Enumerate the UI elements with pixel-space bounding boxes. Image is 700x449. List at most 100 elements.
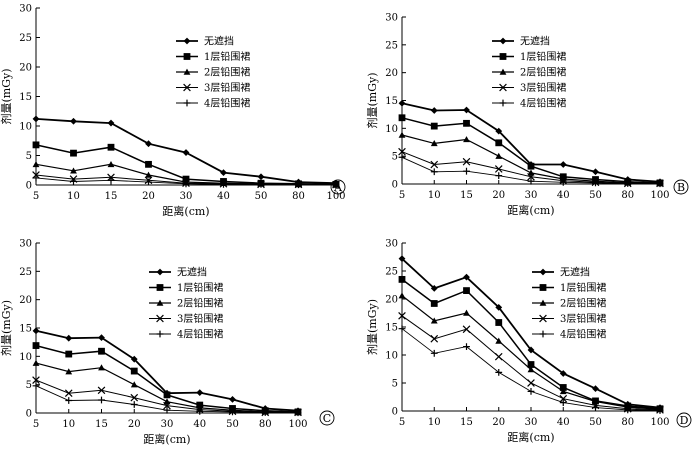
data-point-series-5 — [495, 368, 503, 376]
y-tick-label: 30 — [385, 239, 398, 250]
data-point-series-5 — [624, 406, 632, 414]
x-tick-label: 5 — [33, 419, 39, 430]
legend-label: 2层铅围裙 — [204, 66, 250, 79]
data-point-series-1 — [463, 106, 470, 114]
data-point-series-1 — [398, 255, 406, 263]
legend-marker — [539, 299, 547, 306]
data-point-series-5 — [261, 409, 269, 416]
legend-label: 3层铅围裙 — [560, 312, 606, 325]
x-tick-label: 20 — [492, 190, 505, 201]
legend-marker — [183, 99, 191, 107]
data-point-series-2 — [107, 143, 115, 151]
data-point-series-5 — [430, 349, 438, 357]
data-point-series-2 — [98, 347, 105, 355]
data-point-series-2 — [527, 361, 535, 368]
y-tick-label: 30 — [385, 13, 398, 24]
data-point-series-3 — [592, 398, 599, 405]
y-tick-label: 20 — [385, 68, 398, 79]
legend-marker — [156, 314, 164, 323]
y-tick-label: 10 — [385, 124, 398, 135]
y-axis-title: 剂量(mGy) — [365, 299, 379, 355]
data-point-series-1 — [65, 334, 73, 342]
data-point-series-4 — [430, 334, 439, 343]
data-point-series-5 — [145, 178, 152, 186]
panel-label: D — [680, 414, 689, 427]
data-point-series-5 — [559, 399, 567, 406]
legend-marker — [539, 284, 547, 291]
legend-label: 无遮挡 — [204, 35, 234, 48]
y-tick-label: 25 — [19, 267, 32, 278]
legend-label: 2层铅围裙 — [560, 297, 606, 310]
x-tick-label: 5 — [33, 191, 39, 202]
series-line-1 — [401, 258, 661, 409]
data-point-series-3 — [527, 366, 535, 373]
data-point-series-3 — [65, 368, 73, 375]
legend-marker — [183, 68, 191, 75]
data-point-series-1 — [463, 273, 470, 281]
y-tick-label: 30 — [19, 4, 32, 15]
x-tick-label: 15 — [460, 190, 473, 201]
x-axis-title: 距离(cm) — [162, 204, 209, 218]
data-point-series-5 — [130, 401, 138, 408]
x-tick-label: 50 — [589, 190, 602, 201]
data-point-series-2 — [163, 391, 171, 399]
data-point-series-5 — [430, 168, 438, 176]
x-axis-title: 距离(cm) — [143, 432, 190, 446]
data-point-series-3 — [107, 160, 115, 168]
panel-label-circle — [676, 412, 692, 428]
x-tick-label: 50 — [226, 419, 239, 430]
y-tick-label: 15 — [19, 324, 32, 335]
data-point-series-5 — [294, 409, 302, 417]
panel-label: B — [677, 181, 685, 194]
x-tick-label: 15 — [460, 417, 473, 428]
data-point-series-4 — [494, 352, 503, 361]
data-point-series-3 — [430, 139, 438, 147]
legend-marker — [156, 268, 164, 276]
data-point-series-3 — [32, 160, 40, 168]
legend-marker — [539, 330, 547, 338]
data-point-series-5 — [65, 397, 73, 404]
x-tick-label: 30 — [525, 417, 538, 428]
data-point-series-5 — [163, 406, 171, 414]
data-point-series-1 — [145, 140, 152, 148]
data-point-series-3 — [98, 364, 105, 371]
x-tick-label: 100 — [288, 419, 307, 430]
y-axis-title: 剂量(mGy) — [0, 68, 13, 124]
data-point-series-4 — [130, 393, 139, 402]
x-tick-label: 30 — [161, 419, 174, 430]
data-point-series-3 — [398, 292, 406, 299]
data-point-series-2 — [430, 300, 438, 307]
data-point-series-5 — [257, 181, 265, 188]
panel-label-circle — [319, 410, 335, 426]
data-point-series-2 — [70, 149, 77, 157]
data-point-series-1 — [495, 127, 503, 135]
y-tick-label: 5 — [26, 380, 32, 391]
legend-label: 1层铅围裙 — [204, 50, 250, 63]
legend-label: 4层铅围裙 — [204, 97, 250, 110]
data-point-series-3 — [495, 152, 503, 159]
data-point-series-3 — [163, 398, 171, 405]
legend-label: 无遮挡 — [560, 266, 590, 279]
data-point-series-5 — [656, 180, 664, 188]
data-point-series-5 — [559, 178, 567, 186]
data-point-series-5 — [495, 172, 503, 180]
y-tick-label: 0 — [26, 181, 32, 192]
legend-label: 1层铅围裙 — [560, 281, 606, 294]
x-tick-label: 40 — [557, 417, 570, 428]
data-point-series-3 — [463, 309, 470, 316]
y-tick-label: 20 — [385, 295, 398, 306]
data-point-series-2 — [65, 350, 73, 358]
data-point-series-3 — [495, 337, 503, 344]
data-point-series-5 — [182, 180, 190, 188]
data-point-series-5 — [624, 180, 632, 187]
legend-marker — [499, 83, 507, 92]
data-point-series-1 — [32, 115, 40, 123]
x-tick-label: 5 — [399, 190, 405, 201]
data-point-series-4 — [32, 376, 40, 384]
data-point-series-4 — [163, 401, 171, 410]
data-point-series-2 — [559, 384, 567, 391]
data-point-series-4 — [64, 389, 73, 397]
data-point-series-3 — [463, 136, 470, 143]
x-tick-label: 10 — [62, 419, 75, 430]
